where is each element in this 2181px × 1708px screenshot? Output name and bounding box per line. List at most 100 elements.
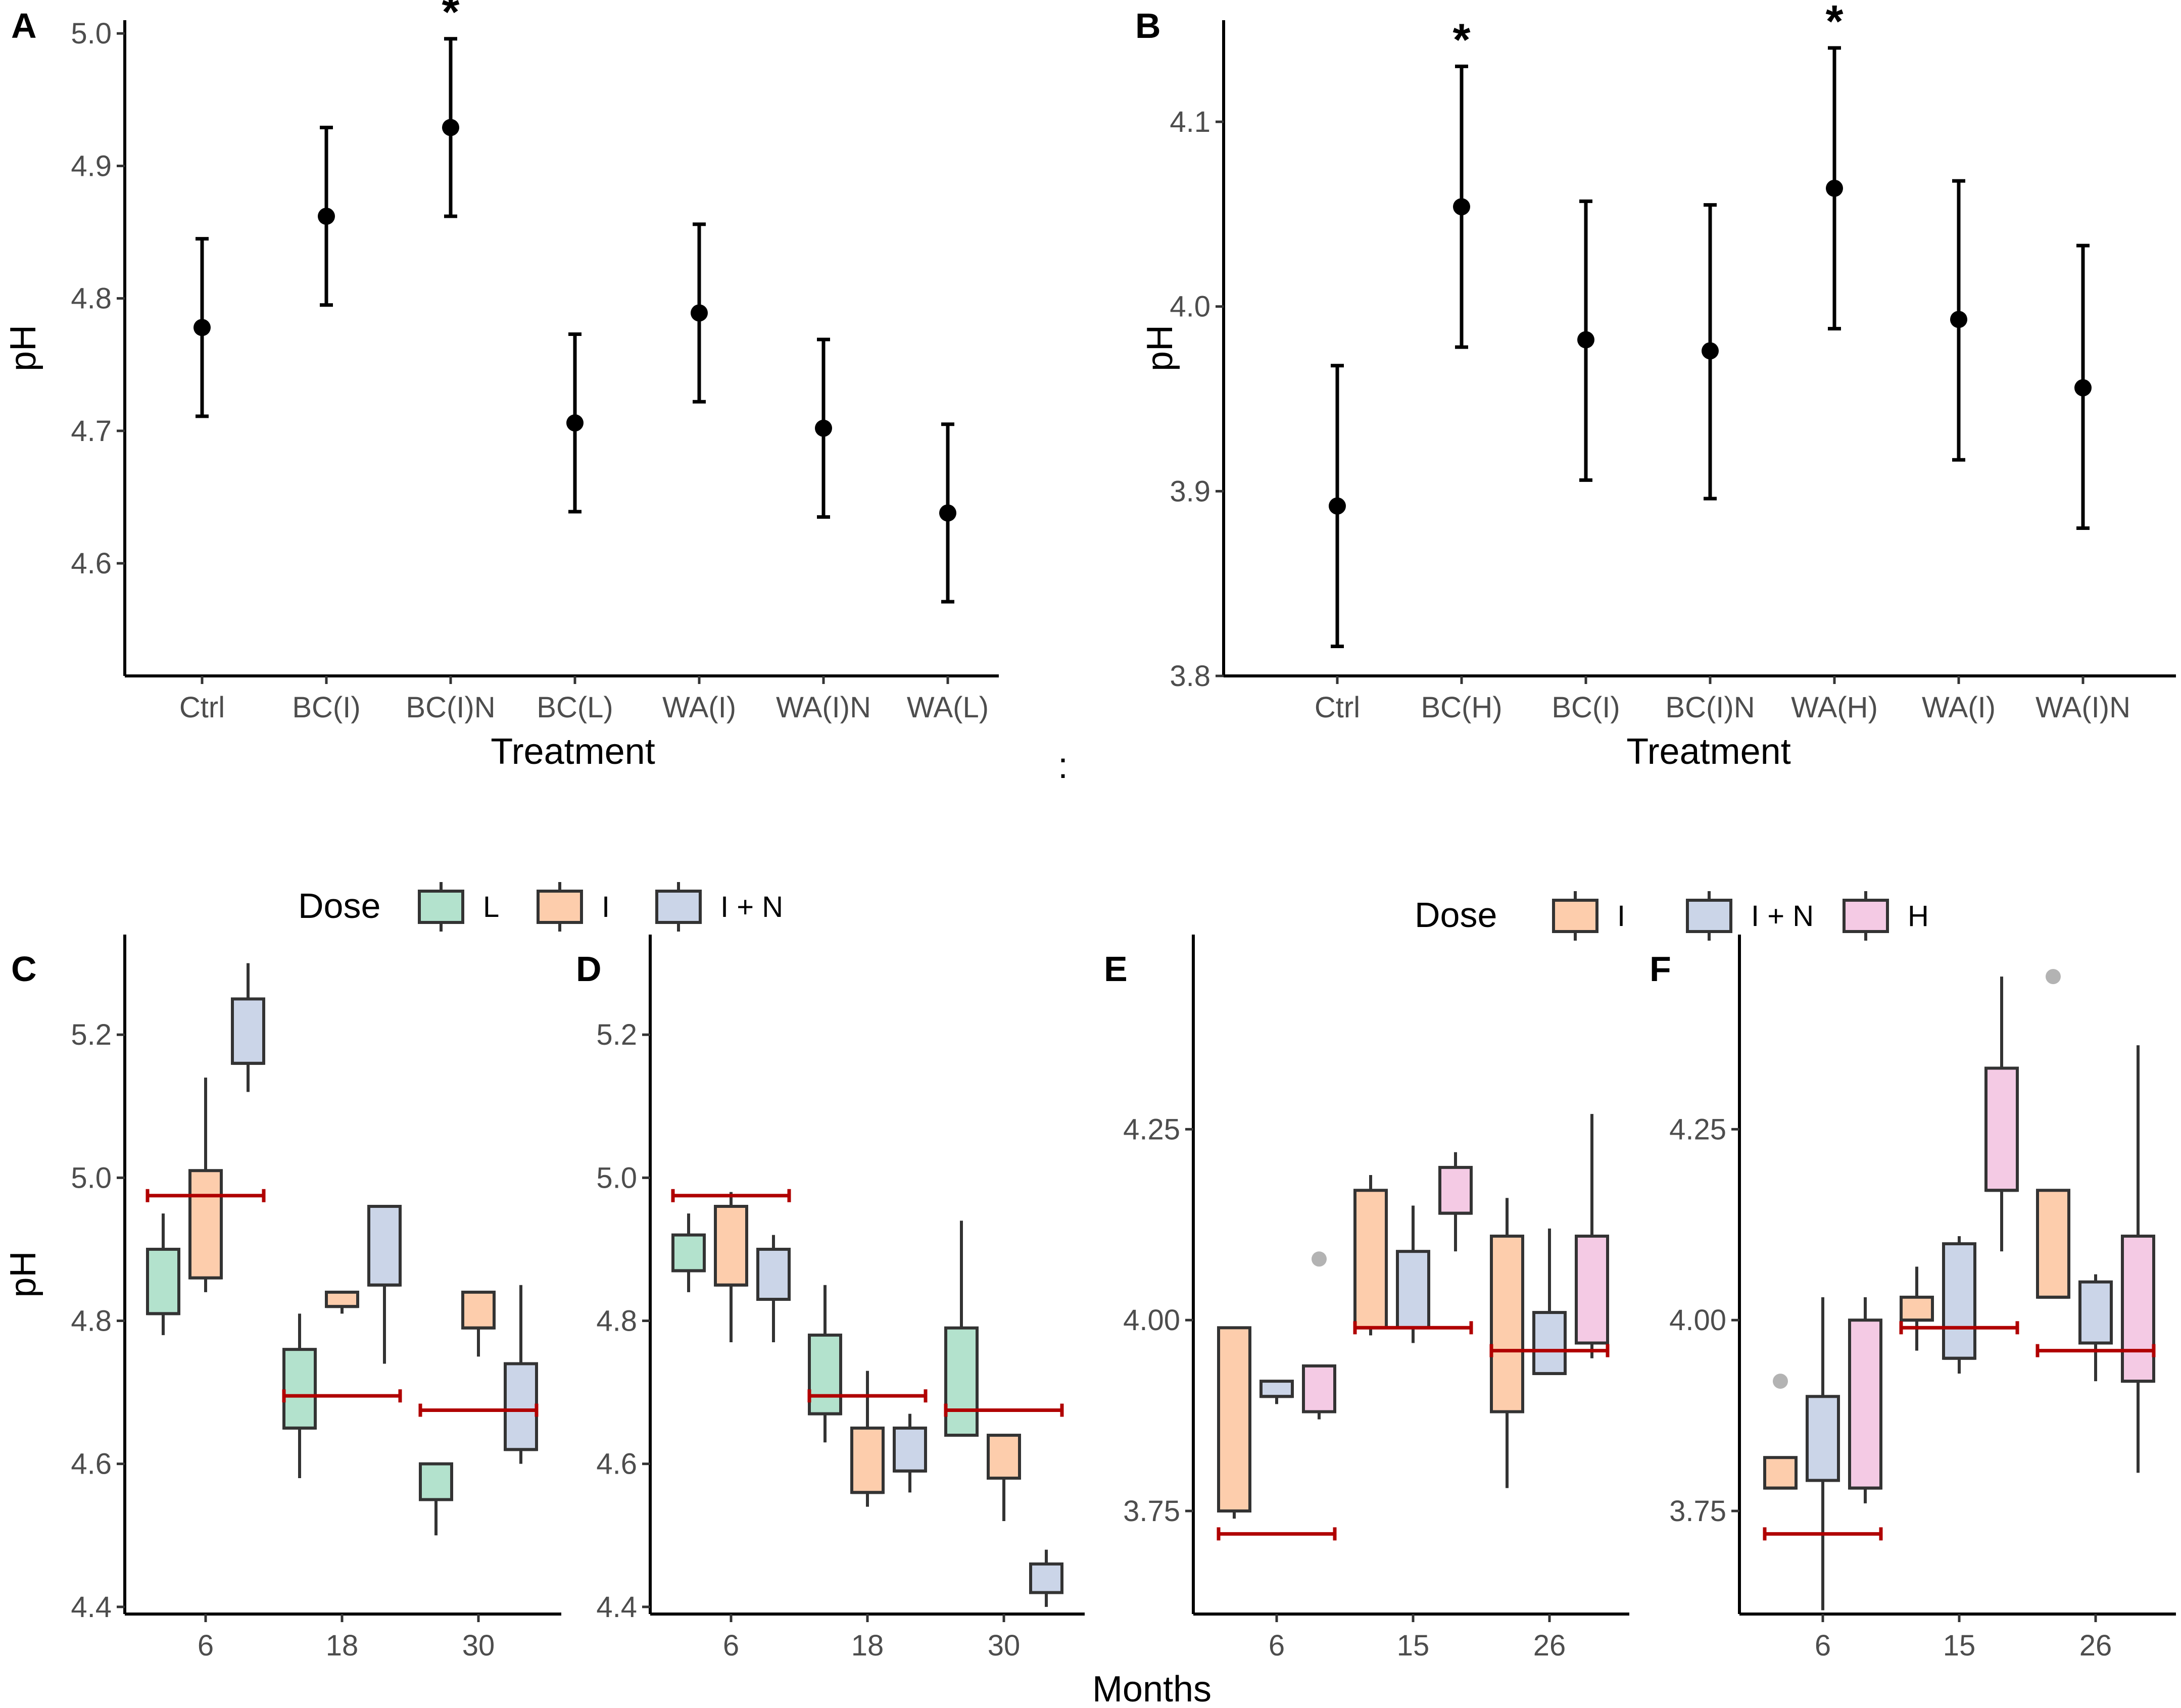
x-tick-label: BC(I) <box>292 691 360 724</box>
mean-point <box>815 419 832 437</box>
x-tick-label: 6 <box>1815 1629 1831 1662</box>
box-in <box>1942 1242 1976 1360</box>
x-tick-label: WA(I) <box>1922 691 1996 724</box>
mean-point <box>691 304 708 322</box>
x-tick-label: 18 <box>326 1629 359 1662</box>
box-i <box>188 1169 223 1280</box>
legend-label: I + N <box>720 891 783 923</box>
y-tick-label: 4.25 <box>1123 1113 1180 1146</box>
legend-right: Dose I I + N H <box>1415 891 1929 941</box>
panel-letter-F: F <box>1650 949 1671 989</box>
box-in <box>504 1362 538 1451</box>
x-tick-label: WA(L) <box>907 691 989 724</box>
panel-B: 3.8 3.9 4.0 4.1 Ctrl BC(H) BC(I) BC(I)N WA(H) WA(… <box>1135 0 2176 772</box>
legend-label: H <box>1908 900 1929 933</box>
mean-point <box>1950 311 1967 328</box>
x-tick-label: BC(I) <box>1552 691 1620 724</box>
x-tick-label: 30 <box>462 1629 495 1662</box>
mean-point <box>442 119 459 136</box>
x-tick-label: BC(I)N <box>1665 691 1755 724</box>
x-tick-label: 6 <box>723 1629 739 1662</box>
box-h <box>2121 1234 2155 1383</box>
y-tick-label: 3.9 <box>1170 475 1210 508</box>
box-in <box>1532 1311 1567 1375</box>
mean-point <box>1702 342 1719 360</box>
box-in <box>893 1426 927 1473</box>
y-tick-label: 4.8 <box>596 1305 637 1338</box>
x-tick-label: Ctrl <box>1315 691 1360 724</box>
box-in <box>1396 1250 1430 1330</box>
box-l <box>808 1333 842 1416</box>
box-h <box>1848 1319 1882 1490</box>
x-tick-label: BC(I)N <box>406 691 495 724</box>
box-in <box>231 997 265 1065</box>
x-tick-label: 30 <box>988 1629 1021 1662</box>
box-l <box>671 1233 706 1273</box>
y-tick-label: 4.9 <box>71 150 112 182</box>
x-axis-title-A: Treatment <box>491 731 655 772</box>
y-tick-label: 3.75 <box>1123 1495 1180 1528</box>
x-tick-label: 6 <box>1269 1629 1285 1662</box>
box-l <box>282 1348 317 1430</box>
box-in <box>367 1205 402 1287</box>
panel-D: 4.4 4.6 4.8 5.0 5.2 6 18 30 D <box>576 935 1085 1662</box>
significance-star: * <box>442 0 459 38</box>
panel-letter-B: B <box>1135 6 1161 45</box>
box-h <box>1575 1234 1609 1345</box>
y-tick-label: 4.25 <box>1669 1113 1726 1146</box>
y-tick-label: 4.00 <box>1669 1304 1726 1337</box>
panel-letter-A: A <box>11 6 37 45</box>
legend-title: Dose <box>298 886 380 925</box>
box-l <box>944 1326 979 1437</box>
legend-key-in <box>655 890 702 924</box>
mean-point <box>193 319 211 336</box>
y-tick-label: 3.75 <box>1669 1495 1726 1528</box>
box-l <box>419 1462 453 1501</box>
x-axis-title-B: Treatment <box>1626 731 1790 772</box>
y-axis-title-C: pH <box>3 1251 43 1297</box>
x-tick-label: WA(I)N <box>776 691 871 724</box>
significance-star: * <box>1825 0 1843 47</box>
mean-point <box>318 208 335 225</box>
panel-letter-C: C <box>11 949 37 989</box>
x-tick-label: WA(I) <box>662 691 736 724</box>
panel-C: 4.4 4.6 4.8 5.0 5.2 6 18 30 CpH <box>3 935 561 1662</box>
box-i <box>1490 1234 1524 1413</box>
y-tick-label: 4.8 <box>71 1305 112 1338</box>
box-l <box>146 1247 180 1315</box>
legend-key-in <box>1686 899 1732 933</box>
y-tick-label: 4.0 <box>1170 290 1210 323</box>
mean-point <box>2074 379 2092 397</box>
y-tick-label: 5.2 <box>596 1018 637 1051</box>
y-tick-label: 4.8 <box>71 282 112 315</box>
shared-x-axis-title: Months <box>1092 1669 1211 1708</box>
x-tick-label: BC(H) <box>1421 691 1502 724</box>
legend-label: I <box>1617 900 1625 933</box>
box-i <box>1217 1326 1251 1512</box>
x-tick-label: 26 <box>2079 1629 2112 1662</box>
x-tick-label: 15 <box>1943 1629 1976 1662</box>
box-i <box>1353 1189 1388 1330</box>
box-in <box>756 1247 791 1301</box>
box-in <box>2078 1280 2113 1345</box>
panel-A: 4.6 4.7 4.8 4.9 5.0 Ctrl BC(I) BC(I)N BC(L) WA(I)… <box>3 0 999 772</box>
y-tick-label: 4.00 <box>1123 1304 1180 1337</box>
mean-point <box>1453 198 1470 216</box>
y-tick-label: 4.7 <box>71 415 112 448</box>
y-tick-label: 5.2 <box>71 1018 112 1051</box>
mean-point <box>566 414 584 432</box>
x-tick-label: 15 <box>1397 1629 1430 1662</box>
legend-key-l <box>418 890 464 924</box>
box-i <box>1900 1295 1934 1322</box>
y-axis-title-A: pH <box>3 325 43 371</box>
y-tick-label: 5.0 <box>596 1161 637 1194</box>
box-in <box>1029 1562 1063 1594</box>
outlier-point <box>2046 969 2061 985</box>
y-tick-label: 4.4 <box>71 1591 112 1624</box>
panel-letter-D: D <box>576 949 602 989</box>
panel-E: 3.75 4.00 4.25 6 15 26 E <box>1104 935 1629 1662</box>
box-i <box>850 1426 885 1494</box>
legend-key-h <box>1843 899 1889 933</box>
y-tick-label: 5.0 <box>71 1161 112 1194</box>
y-tick-label: 4.6 <box>71 1448 112 1481</box>
